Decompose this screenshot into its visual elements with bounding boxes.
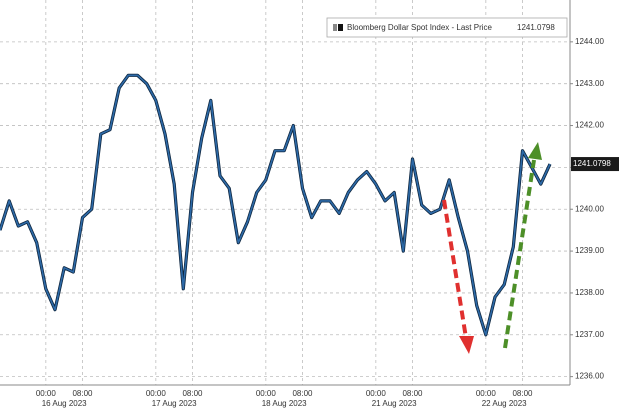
x-tick-label: 00:00	[36, 389, 57, 398]
up-arrow	[503, 142, 542, 349]
y-tick-label: 1239.00	[575, 246, 604, 255]
legend: Bloomberg Dollar Spot Index - Last Price…	[326, 17, 568, 38]
x-tick-label: 08:00	[512, 389, 533, 398]
y-tick-label: 1236.00	[575, 372, 604, 381]
last-price-box	[571, 157, 619, 172]
legend-box	[326, 17, 568, 38]
x-date-label: 17 Aug 2023	[152, 399, 197, 408]
y-tick-label: 1238.00	[575, 288, 604, 297]
x-tick-label: 00:00	[256, 389, 277, 398]
y-tick-label: 1242.00	[575, 121, 604, 130]
x-tick-label: 00:00	[476, 389, 497, 398]
x-date-label: 16 Aug 2023	[42, 399, 87, 408]
legend-marker	[338, 24, 343, 31]
x-date-label: 21 Aug 2023	[372, 399, 417, 408]
legend-marker	[333, 24, 337, 31]
x-tick-label: 08:00	[292, 389, 313, 398]
x-tick-label: 08:00	[402, 389, 423, 398]
legend-value: 1241.0798	[517, 23, 555, 32]
y-tick-label: 1243.00	[575, 79, 604, 88]
y-tick-label: 1237.00	[575, 330, 604, 339]
last-price-label: 1241.0798	[573, 159, 611, 168]
x-date-label: 18 Aug 2023	[262, 399, 307, 408]
y-tick-label: 1240.00	[575, 204, 604, 213]
x-date-label: 22 Aug 2023	[482, 399, 527, 408]
series-line	[0, 74, 551, 336]
down-arrow	[442, 199, 474, 354]
legend-label: Bloomberg Dollar Spot Index - Last Price	[347, 23, 493, 32]
x-tick-label: 08:00	[72, 389, 93, 398]
x-tick-label: 00:00	[146, 389, 167, 398]
x-tick-label: 08:00	[182, 389, 203, 398]
x-tick-label: 00:00	[366, 389, 387, 398]
plot	[0, 73, 552, 337]
y-tick-label: 1244.00	[575, 37, 604, 46]
